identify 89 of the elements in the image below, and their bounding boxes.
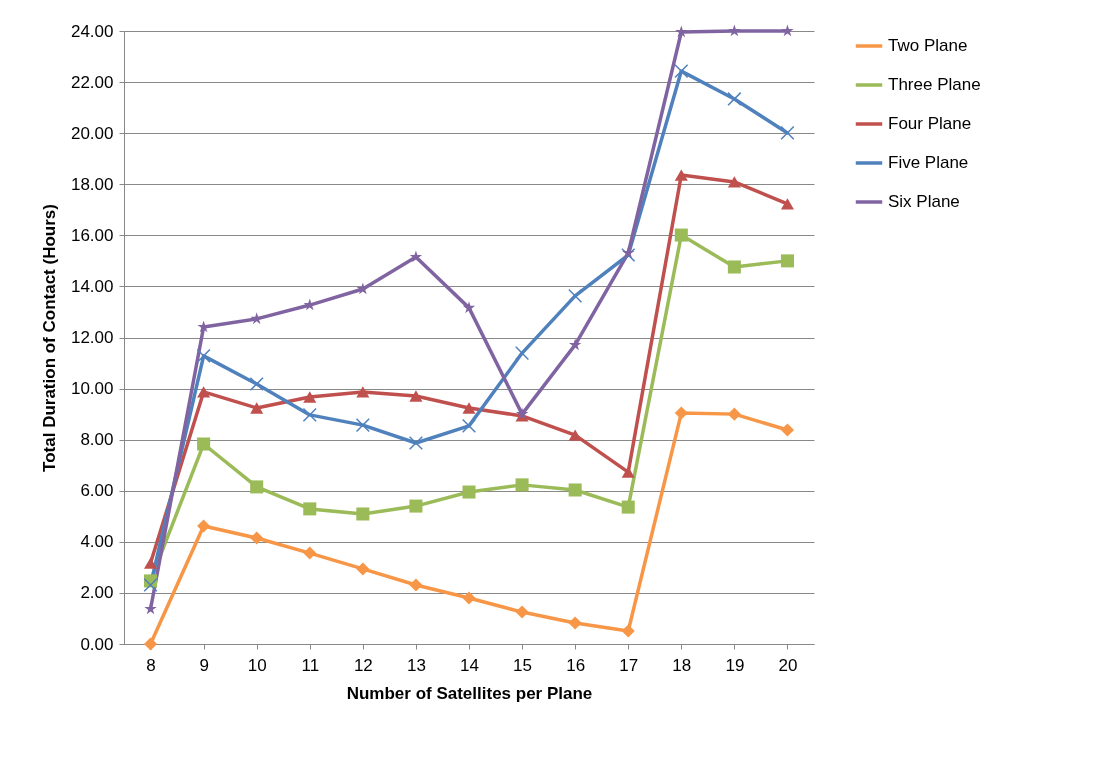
legend-label: Four Plane [888, 114, 972, 133]
point [303, 391, 317, 403]
point [674, 169, 688, 181]
point [250, 480, 264, 494]
point [197, 519, 211, 533]
point [356, 282, 370, 295]
y-axis-title: Total Duration of Contact (Hours) [39, 204, 59, 472]
x-tick-label: 17 [619, 655, 639, 675]
point [409, 250, 423, 263]
point [621, 624, 635, 638]
point [356, 507, 370, 521]
y-tick-label: 16.00 [70, 225, 114, 245]
point [409, 578, 423, 592]
x-tick-label: 16 [566, 655, 586, 675]
point [674, 64, 689, 79]
point [780, 254, 794, 268]
point [727, 407, 741, 421]
y-tick-label: 14.00 [70, 276, 114, 296]
legend-label: Six Plane [888, 192, 960, 211]
point [515, 478, 529, 492]
point [621, 466, 635, 478]
point [568, 338, 582, 351]
point [143, 577, 158, 593]
point [568, 483, 582, 497]
point [303, 546, 317, 560]
y-tick-label: 8.00 [80, 430, 114, 450]
point [303, 502, 317, 516]
point [356, 386, 370, 398]
point [302, 407, 317, 422]
x-axis-title: Number of Satellites per Plane [346, 683, 593, 703]
point [621, 247, 636, 263]
point [622, 246, 635, 259]
point [727, 260, 741, 274]
x-tick-label: 15 [513, 655, 533, 675]
point [409, 499, 423, 513]
legend-label: Three Plane [888, 75, 981, 94]
point [355, 418, 370, 433]
x-tick-label: 8 [146, 655, 156, 675]
point [196, 348, 211, 363]
point [249, 376, 264, 392]
point [674, 228, 688, 242]
point [675, 25, 688, 38]
y-tick-label: 0.00 [80, 634, 114, 654]
point [462, 485, 476, 499]
point [197, 437, 211, 451]
point [144, 637, 158, 651]
point [728, 24, 741, 37]
x-tick-label: 19 [725, 655, 745, 675]
y-tick-label: 6.00 [80, 481, 114, 501]
y-tick-label: 22.00 [70, 72, 114, 92]
x-tick-label: 12 [353, 655, 373, 675]
y-tick-label: 18.00 [70, 174, 114, 194]
legend-label: Two Plane [888, 36, 968, 55]
x-tick-label: 20 [778, 655, 798, 675]
x-tick-label: 18 [672, 655, 692, 675]
x-tick-label: 14 [460, 655, 479, 675]
x-tick-label: 13 [406, 655, 426, 675]
point [727, 91, 742, 107]
y-tick-label: 10.00 [70, 379, 114, 399]
point [144, 557, 158, 569]
y-tick-label: 20.00 [70, 123, 114, 143]
point [568, 616, 582, 630]
x-tick-label: 10 [247, 655, 267, 675]
y-tick-label: 24.00 [70, 21, 114, 41]
point [408, 435, 423, 451]
y-tick-label: 4.00 [80, 532, 114, 552]
point [462, 301, 476, 314]
legend-label: Five Plane [888, 153, 969, 172]
y-tick-label: 2.00 [80, 583, 114, 603]
point [621, 500, 635, 514]
y-tick-label: 12.00 [70, 328, 114, 347]
point [409, 390, 423, 402]
point [250, 402, 264, 414]
point [727, 176, 741, 188]
point [356, 562, 370, 576]
point [674, 406, 688, 420]
point [781, 24, 794, 37]
point [568, 429, 582, 441]
point [461, 418, 477, 433]
point [515, 605, 529, 619]
x-tick-label: 9 [199, 655, 209, 675]
point [197, 386, 211, 398]
point [780, 125, 795, 140]
x-tick-label: 11 [301, 655, 320, 675]
point [250, 531, 264, 545]
point [462, 591, 476, 605]
point [780, 423, 794, 437]
point [462, 402, 476, 414]
point [780, 198, 794, 210]
